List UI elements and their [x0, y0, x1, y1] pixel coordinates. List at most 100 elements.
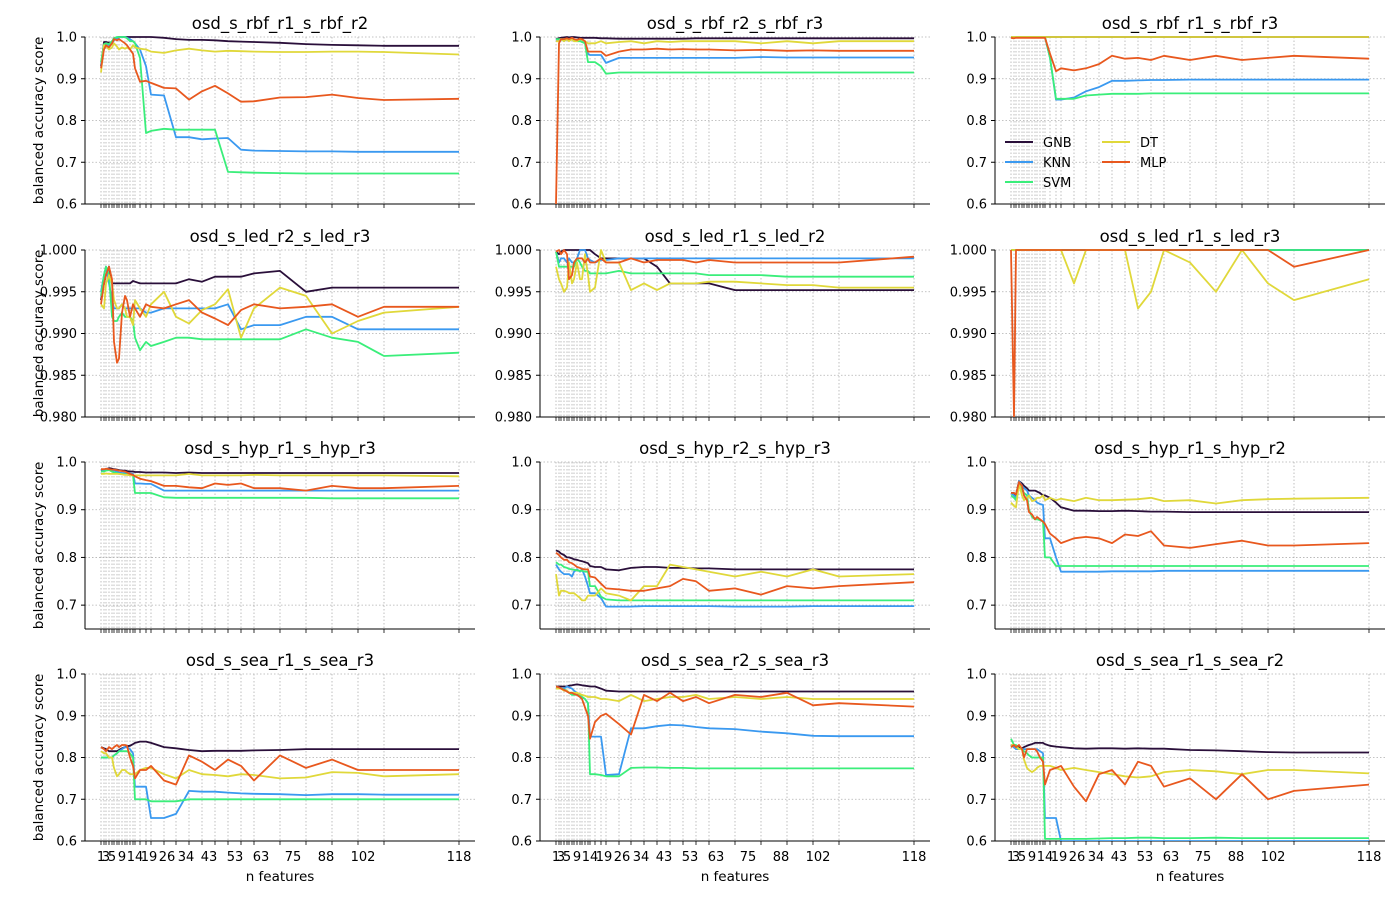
y-tick-label: 0.990: [495, 327, 532, 342]
x-tick-label: 75: [285, 850, 302, 865]
subplot-title: osd_s_rbf_r1_s_rbf_r3: [1102, 14, 1279, 34]
y-tick-label: 0.8: [966, 551, 987, 566]
x-tick-label: 34: [1088, 850, 1105, 865]
x-axis-label: n features: [701, 869, 770, 885]
series-line-mlp: [555, 36, 914, 204]
series-line-svm: [101, 469, 459, 500]
x-tick-label: 88: [773, 850, 790, 865]
y-tick-label: 0.9: [511, 503, 532, 518]
y-tick-label: 1.000: [950, 244, 987, 259]
y-tick-label: 1.0: [966, 31, 987, 46]
y-tick-label: 0.990: [40, 327, 77, 342]
series-line-dt: [555, 563, 915, 602]
series-line-mlp: [555, 551, 915, 596]
series-line-knn: [555, 564, 914, 608]
y-tick-label: 0.8: [511, 551, 532, 566]
y-tick-label: 0.7: [966, 793, 987, 808]
x-tick-label: 102: [806, 850, 831, 865]
y-tick-label: 1.0: [56, 31, 77, 46]
subplot-8: 0.7 0.8 0.9 1.0 osd_s_hyp_r2_s_hyp_r3: [511, 439, 930, 633]
y-tick-label: 1.000: [495, 244, 532, 259]
x-tick-label: 19: [596, 850, 613, 865]
x-tick-label: 43: [656, 850, 673, 865]
x-tick-label: 118: [1357, 850, 1382, 865]
x-tick-label: 5: [1018, 850, 1026, 865]
series-line-svm: [1010, 738, 1369, 840]
subplot-title: osd_s_sea_r1_s_sea_r2: [1096, 651, 1284, 671]
x-tick-label: 63: [1163, 850, 1180, 865]
series-line-gnb: [100, 740, 459, 753]
x-tick-label: 118: [447, 850, 472, 865]
x-tick-label: 63: [253, 850, 270, 865]
series-line-svm: [101, 750, 459, 803]
subplot-title: osd_s_hyp_r2_s_hyp_r3: [639, 439, 831, 459]
y-tick-label: 0.7: [56, 156, 77, 171]
y-tick-label: 1.000: [40, 244, 77, 259]
x-tick-label: 3: [557, 850, 565, 865]
x-tick-label: 14: [127, 850, 144, 865]
series-line-svm: [555, 561, 914, 602]
y-tick-label: 1.0: [966, 668, 987, 683]
subplot-title: osd_s_sea_r2_s_sea_r3: [641, 651, 829, 671]
x-tick-label: 53: [227, 850, 244, 865]
x-tick-label: 88: [1228, 850, 1245, 865]
y-axis-label: balanced accuracy score: [31, 37, 47, 204]
y-tick-label: 0.7: [511, 156, 532, 171]
legend-label-dt: DT: [1140, 136, 1158, 151]
series-line-mlp: [101, 467, 460, 492]
series-line-gnb: [1010, 742, 1369, 754]
x-tick-label: 26: [159, 850, 176, 865]
subplot-2: 0.6 0.7 0.8 0.9 1.0 osd_s_rbf_r2_s_rbf_r3: [511, 14, 930, 213]
legend-label-knn: KNN: [1043, 156, 1071, 171]
y-tick-label: 0.6: [511, 198, 532, 213]
x-tick-label: 53: [682, 850, 699, 865]
subplot-7: 0.7 0.8 0.9 1.0 osd_s_hyp_r1_s_hyp_r3balance…: [31, 439, 475, 633]
series-line-mlp: [1010, 249, 1370, 417]
y-tick-label: 0.6: [56, 835, 77, 850]
x-tick-label: 9: [118, 850, 126, 865]
y-tick-label: 0.985: [40, 369, 77, 384]
subplot-1: 0.6 0.7 0.8 0.9 1.0 osd_s_rbf_r1_s_rbf_r2bala…: [31, 14, 475, 213]
legend-label-gnb: GNB: [1043, 136, 1072, 151]
y-tick-label: 0.7: [511, 793, 532, 808]
x-tick-label: 118: [902, 850, 927, 865]
subplot-title: osd_s_led_r2_s_led_r3: [190, 227, 371, 247]
y-tick-label: 0.8: [966, 751, 987, 766]
x-tick-label: 9: [573, 850, 581, 865]
x-tick-label: 14: [582, 850, 599, 865]
x-tick-label: 1: [97, 850, 105, 865]
y-tick-label: 0.8: [511, 114, 532, 129]
y-tick-label: 1.0: [56, 668, 77, 683]
series-line-dt: [100, 42, 460, 73]
y-tick-label: 0.995: [40, 285, 77, 300]
series-line-gnb: [1011, 480, 1369, 513]
y-tick-label: 0.980: [950, 411, 987, 426]
x-tick-label: 63: [708, 850, 725, 865]
series-line-gnb: [555, 249, 914, 292]
x-tick-label: 34: [178, 850, 195, 865]
series-line-dt: [555, 249, 914, 293]
series-line-knn: [100, 265, 459, 331]
y-tick-label: 0.8: [56, 551, 77, 566]
y-tick-label: 0.985: [495, 369, 532, 384]
y-tick-label: 1.0: [966, 456, 987, 471]
y-tick-label: 0.6: [511, 835, 532, 850]
x-tick-label: 9: [1028, 850, 1036, 865]
series-line-gnb: [100, 467, 459, 474]
y-tick-label: 0.985: [950, 369, 987, 384]
y-tick-label: 0.9: [966, 72, 987, 87]
x-tick-label: 3: [102, 850, 110, 865]
subplot-title: osd_s_rbf_r2_s_rbf_r3: [647, 14, 824, 34]
y-tick-label: 0.9: [966, 503, 987, 518]
y-tick-label: 0.9: [56, 709, 77, 724]
subplot-4: 0.980 0.985 0.990 0.995 1.000 osd_s_led_r2_s_…: [31, 227, 475, 426]
series-line-dt: [100, 274, 460, 339]
series-line-mlp: [100, 265, 459, 364]
subplot-title: osd_s_led_r1_s_led_r2: [645, 227, 826, 247]
series-line-knn: [555, 249, 914, 264]
series-line-mlp: [555, 685, 915, 740]
subplot-title: osd_s_rbf_r1_s_rbf_r2: [192, 14, 369, 34]
y-tick-label: 0.6: [56, 198, 77, 213]
